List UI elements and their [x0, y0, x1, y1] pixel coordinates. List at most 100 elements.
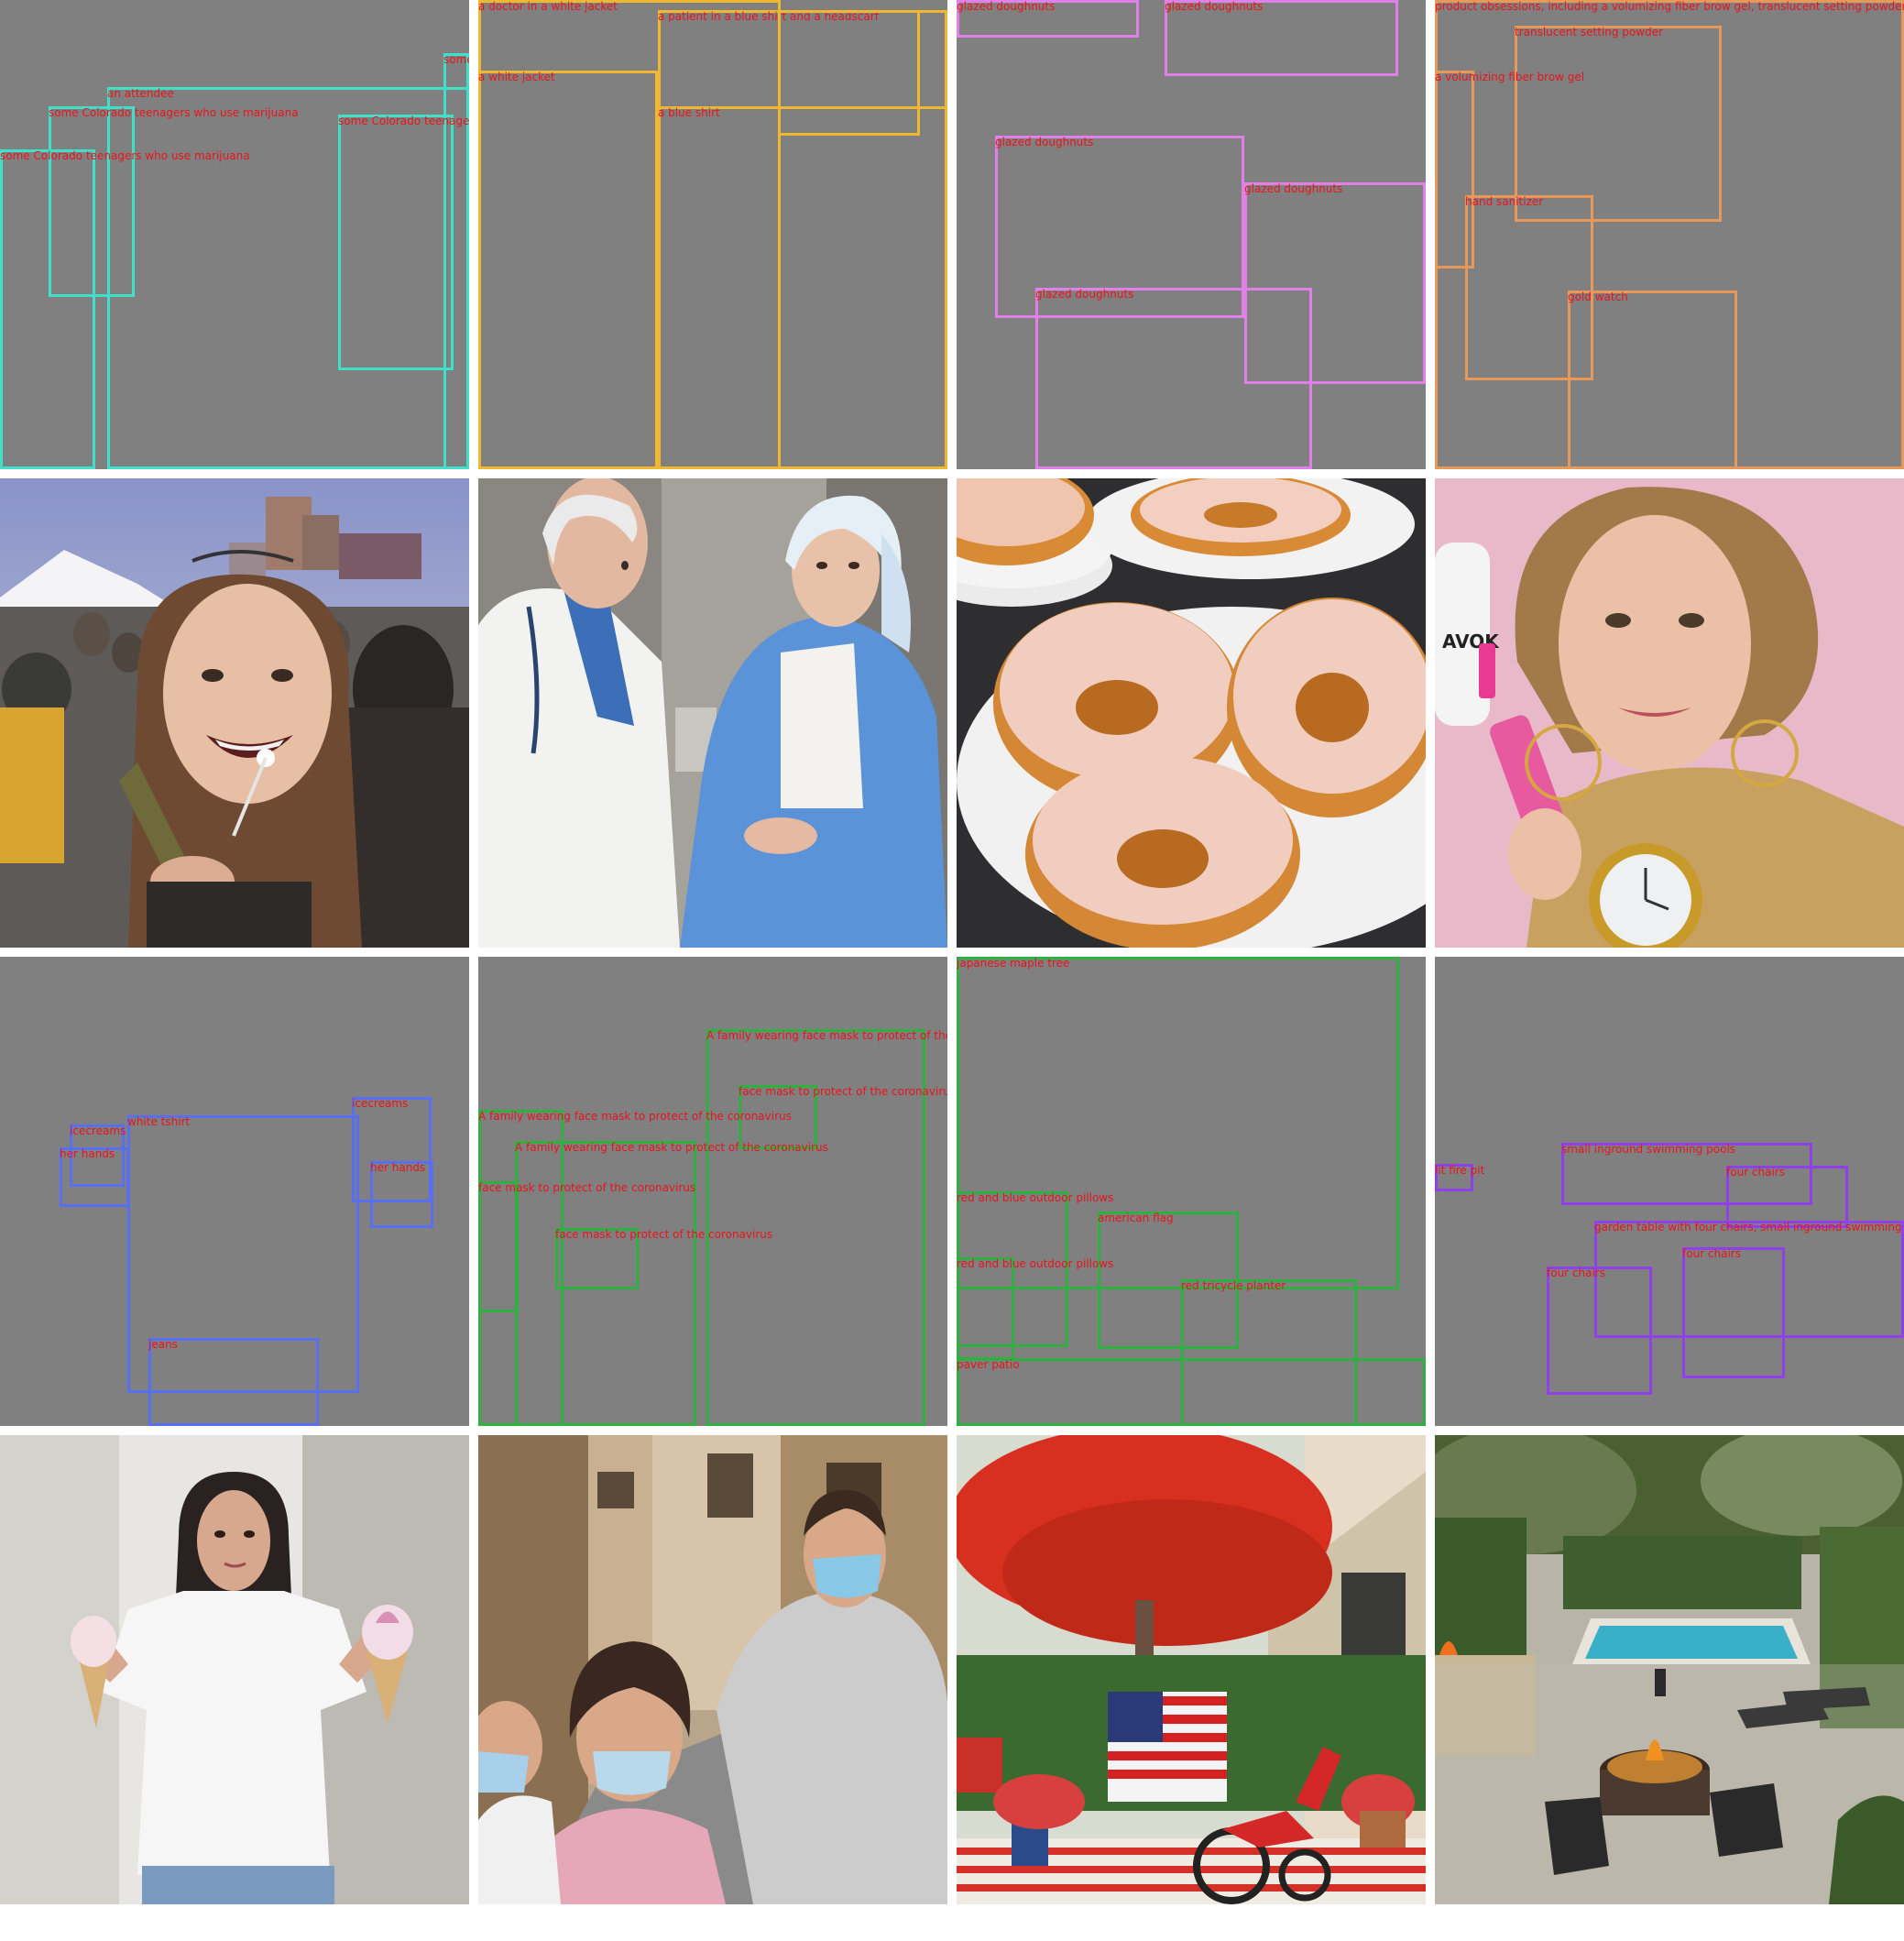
box-label: a blue shirt	[658, 106, 720, 119]
box-label: red tricycle planter	[1181, 1279, 1286, 1292]
layout-box: four chairs	[1547, 1267, 1652, 1395]
layout-box: glazed doughnuts	[957, 0, 1139, 38]
box-label: a volumizing fiber brow gel	[1435, 71, 1585, 83]
box-label: red and blue outdoor pillows	[957, 1257, 1114, 1270]
photo-festival-girl	[0, 478, 469, 948]
box-label: some Colorado teenage	[338, 115, 469, 127]
layout-box: gold watch	[1568, 291, 1737, 469]
box-label: a white jacket	[478, 71, 555, 83]
layout-box: glazed doughnuts	[995, 136, 1244, 318]
box-label: some	[443, 53, 469, 66]
layout-panel-4: product obsessions, including a volumizi…	[1435, 0, 1904, 469]
box-label: four chairs	[1682, 1247, 1741, 1260]
box-label: translucent setting powder	[1515, 26, 1664, 38]
woman-icecreams-illustration	[0, 1435, 469, 1904]
layout-box: some Colorado teenagers who use marijuan…	[49, 106, 299, 297]
layout-box: hand sanitizer	[1465, 195, 1593, 380]
box-label: icecreams	[70, 1124, 126, 1137]
layout-box: paver patio	[957, 1358, 1426, 1426]
doctor-patient-illustration	[478, 478, 947, 948]
box-label: a doctor in a white jacket	[478, 0, 618, 13]
layout-box: some Colorado teenagers who use marijuan…	[0, 149, 250, 469]
layout-box: lit fire pit	[1435, 1164, 1484, 1191]
layout-box: an attendee	[107, 87, 469, 469]
layout-box: jeans	[148, 1338, 319, 1426]
box-label: A family wearing face mask to protect of…	[515, 1141, 828, 1154]
box-label: four chairs	[1547, 1267, 1605, 1279]
layout-box: four chairs	[1726, 1166, 1848, 1228]
layout-box: icecreams	[70, 1124, 126, 1187]
box-label: her hands	[60, 1147, 115, 1160]
layout-box: a volumizing fiber brow gel	[1435, 71, 1584, 269]
box-label: a patient in a blue shirt and a headscar…	[658, 10, 879, 23]
photo-woman-products: AVOK	[1435, 478, 1904, 948]
layout-box: face mask to protect of the coronavirus	[555, 1228, 772, 1289]
layout-box: her hands	[370, 1161, 433, 1228]
photo-pool-firepit	[1435, 1435, 1904, 1904]
layout-panel-8: lit fire pit small inground swimming poo…	[1435, 957, 1904, 1426]
patio-illustration	[957, 1435, 1426, 1904]
box-label: A family wearing face mask to protect of…	[478, 1110, 792, 1123]
box-label: american flag	[1098, 1212, 1174, 1224]
box-label: face mask to protect of the coronavirus	[478, 1181, 696, 1194]
layout-panel-3: glazed doughnuts glazed doughnuts glazed…	[957, 0, 1426, 469]
box-label: four chairs	[1726, 1166, 1785, 1179]
box-label: hand sanitizer	[1465, 195, 1544, 208]
box-label: an attendee	[107, 87, 174, 100]
layout-box: glazed doughnuts	[1035, 288, 1312, 469]
box-label: glazed doughnuts	[1165, 0, 1264, 13]
layout-box: face mask to protect of the coronavirus	[478, 1181, 695, 1312]
layout-box: A family wearing face mask to protect of…	[706, 1029, 947, 1426]
family-masks-illustration	[478, 1435, 947, 1904]
box-label: face mask to protect of the coronavirus	[739, 1085, 947, 1098]
layout-box: garden table with four chairs, small ing…	[1594, 1221, 1904, 1338]
layout-box: some Colorado teenage	[338, 115, 469, 370]
layout-box: white tshirt	[127, 1115, 359, 1393]
layout-box: translucent setting powder	[1515, 26, 1722, 222]
box-label: her hands	[370, 1161, 426, 1174]
box-label: japanese maple tree	[957, 957, 1070, 970]
festival-girl-illustration	[0, 478, 469, 948]
box-label: some Colorado teenagers who use marijuan…	[49, 106, 299, 119]
layout-panel-1: some an attendee some Colorado teenagers…	[0, 0, 469, 469]
box-label: glazed doughnuts	[995, 136, 1094, 148]
box-label: glazed doughnuts	[1244, 182, 1343, 195]
box-label: icecreams	[352, 1097, 409, 1110]
layout-box: icecreams	[352, 1097, 432, 1202]
box-label: paver patio	[957, 1358, 1020, 1371]
layout-box	[778, 10, 920, 136]
box-label: glazed doughnuts	[1035, 288, 1134, 301]
layout-panel-6: A family wearing face mask to protect of…	[478, 957, 947, 1426]
photo-family-masks	[478, 1435, 947, 1904]
box-label: garden table with four chairs, small ing…	[1594, 1221, 1904, 1234]
layout-box: a blue shirt	[658, 106, 947, 469]
box-label: white tshirt	[127, 1115, 191, 1128]
layout-box: four chairs	[1682, 1247, 1785, 1378]
box-label: some Colorado teenagers who use marijuan…	[0, 149, 250, 162]
layout-panel-7: japanese maple tree red and blue outdoor…	[957, 957, 1426, 1426]
box-label: gold watch	[1568, 291, 1628, 303]
box-label: red and blue outdoor pillows	[957, 1191, 1114, 1204]
layout-box: glazed doughnuts	[1244, 182, 1426, 384]
photo-glazed-doughnuts	[957, 478, 1426, 948]
layout-panel-2: a doctor in a white jacket a patient in …	[478, 0, 947, 469]
box-label: product obsessions, including a volumizi…	[1435, 0, 1904, 13]
pool-firepit-illustration	[1435, 1435, 1904, 1904]
photo-patio-flag-tricycle	[957, 1435, 1426, 1904]
woman-products-illustration: AVOK	[1435, 478, 1904, 948]
layout-box: red and blue outdoor pillows	[957, 1257, 1113, 1360]
layout-box: her hands	[60, 1147, 129, 1207]
layout-panel-5: icecreams her hands white tshirt icecrea…	[0, 957, 469, 1426]
box-label: jeans	[148, 1338, 178, 1351]
box-label: glazed doughnuts	[957, 0, 1056, 13]
box-label: face mask to protect of the coronavirus	[555, 1228, 773, 1241]
box-label: lit fire pit	[1435, 1164, 1485, 1177]
doughnuts-illustration	[957, 478, 1426, 948]
layout-box: glazed doughnuts	[1165, 0, 1398, 76]
layout-box: small inground swimming pools	[1561, 1143, 1812, 1205]
layout-box: a white jacket	[478, 71, 658, 469]
box-label: small inground swimming pools	[1561, 1143, 1736, 1156]
layout-box: japanese maple tree	[957, 957, 1399, 1289]
layout-box: face mask to protect of the coronavirus	[739, 1085, 947, 1149]
photo-doctor-patient	[478, 478, 947, 948]
